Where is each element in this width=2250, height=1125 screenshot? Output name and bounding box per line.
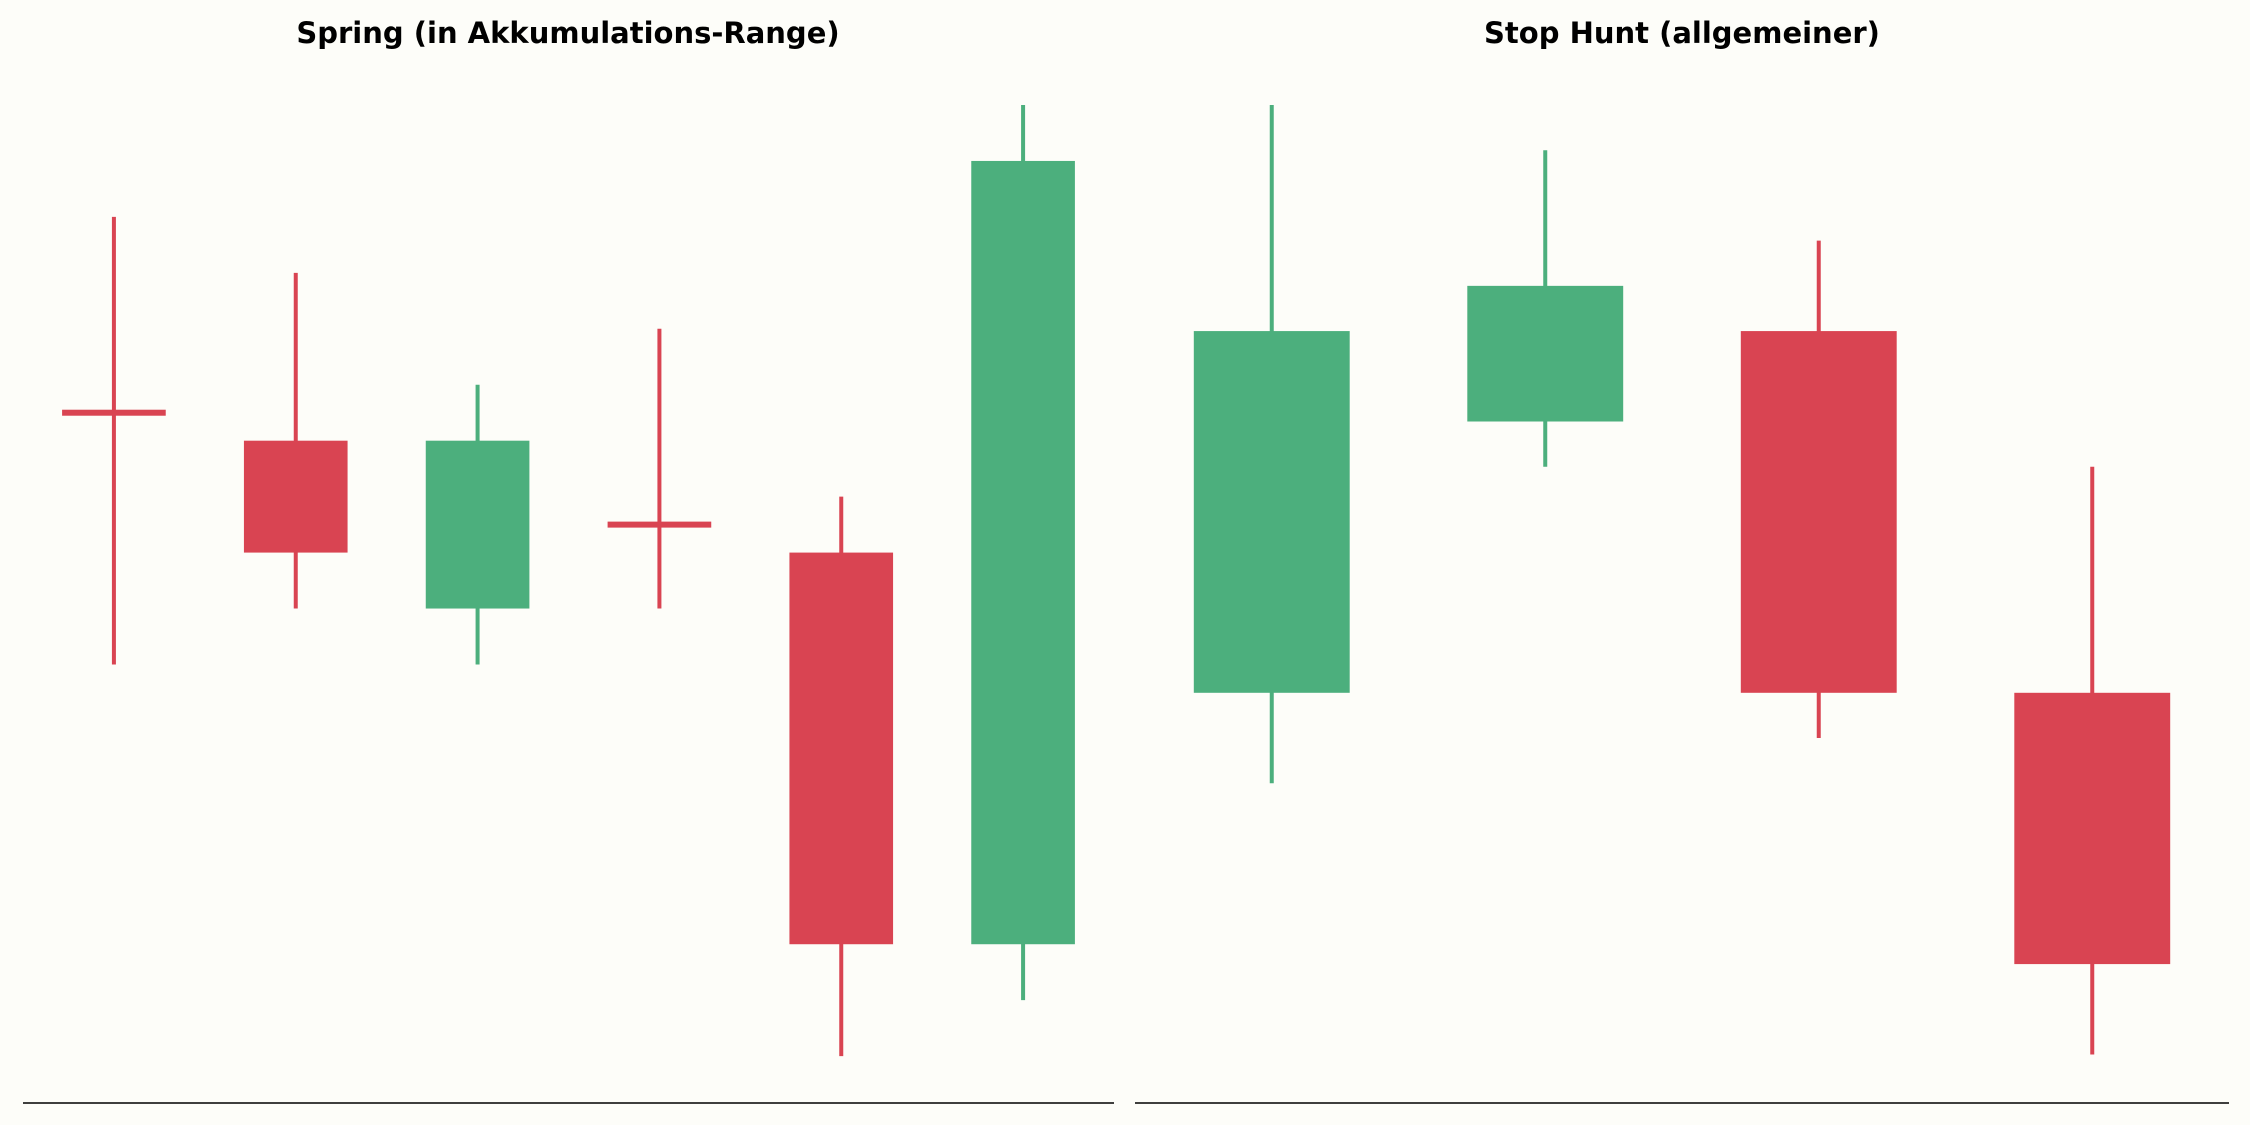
chart-title: Spring (in Akkumulations-Range) — [296, 16, 839, 50]
candle-body — [1193, 331, 1350, 693]
chart-title: Stop Hunt (allgemeiner) — [1484, 16, 1880, 50]
candle-body — [2014, 692, 2171, 965]
candle-body — [243, 440, 348, 553]
candle-body — [1467, 285, 1624, 422]
candle-body — [425, 440, 530, 609]
candle-body — [607, 521, 712, 528]
candle-body — [62, 409, 166, 416]
candle-body — [789, 552, 894, 945]
candle-body — [971, 160, 1075, 945]
candle-body — [1740, 331, 1897, 693]
